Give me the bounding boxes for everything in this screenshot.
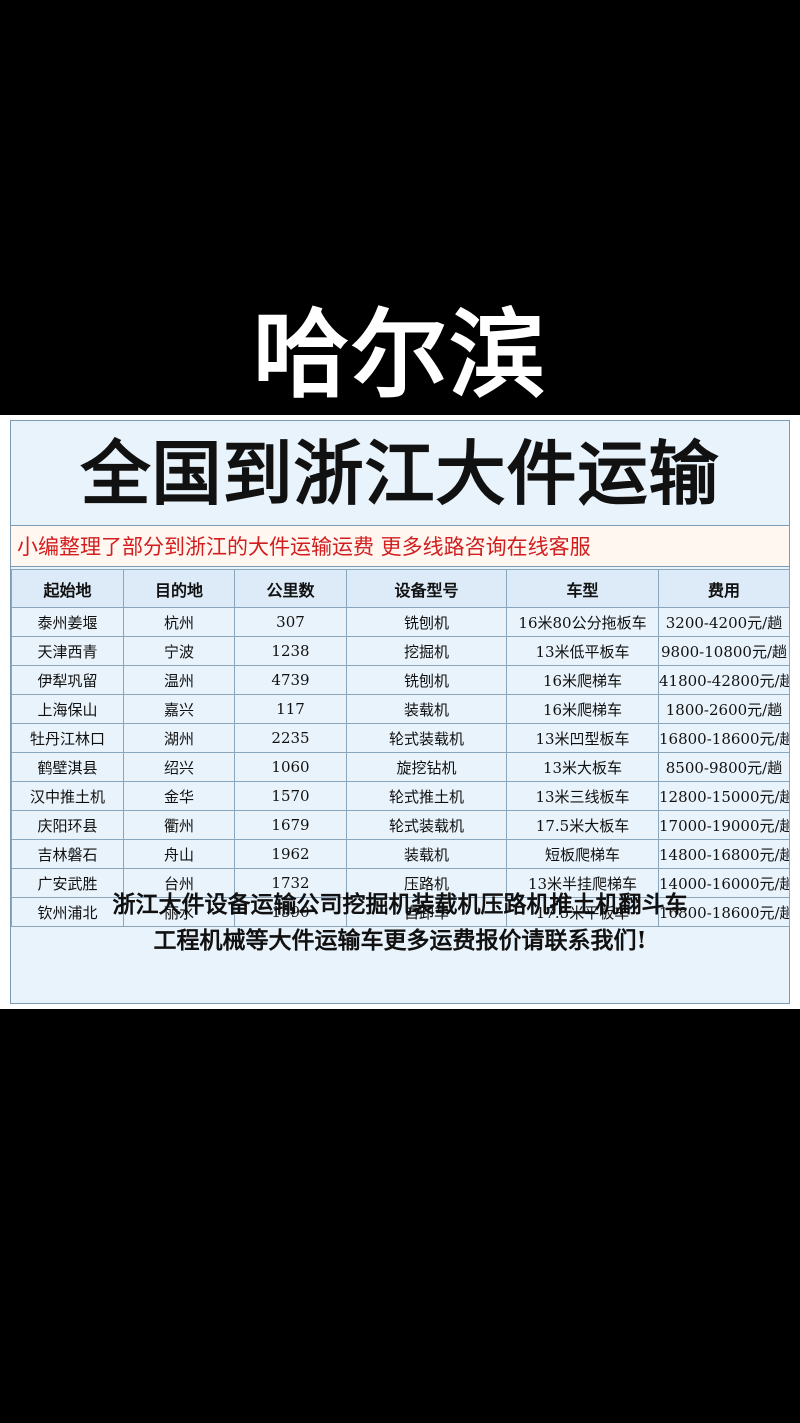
- table-cell: 4739: [234, 665, 347, 695]
- subtitle: 小编整理了部分到浙江的大件运输运费 更多线路咨询在线客服: [11, 525, 789, 567]
- table-cell: 旋挖钻机: [346, 752, 507, 782]
- inner-panel: 全国到浙江大件运输 小编整理了部分到浙江的大件运输运费 更多线路咨询在线客服 起…: [10, 420, 790, 1004]
- column-header: 目的地: [123, 569, 235, 608]
- table-cell: 温州: [123, 665, 235, 695]
- table-cell: 16800-18600元/趟: [658, 897, 790, 927]
- column-header: 公里数: [234, 569, 347, 608]
- table-cell: 挖掘机: [346, 636, 507, 666]
- table-cell: 1060: [234, 752, 347, 782]
- table-cell: 13米低平板车: [506, 636, 659, 666]
- table-cell: 广安武胜: [11, 868, 124, 898]
- table-cell: 1962: [234, 839, 347, 869]
- table-cell: 泰州姜堰: [11, 607, 124, 637]
- table-row: 泰州姜堰 杭州 307 铣刨机 16米80公分拖板车 3200-4200元/趟: [11, 607, 790, 637]
- table-cell: 伊犁巩留: [11, 665, 124, 695]
- table-cell: 装载机: [346, 839, 507, 869]
- table-cell: 17.5米平板车: [506, 897, 659, 927]
- table-cell: 铣刨机: [346, 665, 507, 695]
- table-cell: 鹤壁淇县: [11, 752, 124, 782]
- footer-line: 浙江大件设备运输公司挖掘机装载机压路机推土机翻斗车: [112, 891, 688, 918]
- table-cell: 1238: [234, 636, 347, 666]
- table-row: 牡丹江林口 湖州 2235 轮式装载机 13米凹型板车 16800-18600元/趟: [11, 723, 790, 753]
- table-cell: 衢州: [123, 810, 235, 840]
- table-cell: 轮式推土机: [346, 781, 507, 811]
- overlay-title: 哈尔滨: [251, 298, 547, 412]
- table-cell: 1590: [234, 897, 347, 927]
- panel: 全国到浙江大件运输 小编整理了部分到浙江的大件运输运费 更多线路咨询在线客服 起…: [0, 415, 800, 1009]
- table-cell: 16米爬梯车: [506, 694, 659, 724]
- table-cell: 杭州: [123, 607, 235, 637]
- table-cell: 12800-15000元/趟: [658, 781, 790, 811]
- table-cell: 13米凹型板车: [506, 723, 659, 753]
- table-cell: 湖州: [123, 723, 235, 753]
- table-cell: 汉中推土机: [11, 781, 124, 811]
- table-cell: 嘉兴: [123, 694, 235, 724]
- table-cell: 16米80公分拖板车: [506, 607, 659, 637]
- column-header: 车型: [506, 569, 659, 608]
- footer: 浙江大件设备运输公司挖掘机装载机压路机推土机翻斗车 工程机械等大件运输车更多运费报…: [11, 887, 789, 959]
- table-cell: 铣刨机: [346, 607, 507, 637]
- table-cell: 13米三线板车: [506, 781, 659, 811]
- table-row: 钦州浦北 丽水 1590 自卸车 17.5米平板车 16800-18600元/趟: [11, 897, 790, 927]
- table-row: 伊犁巩留 温州 4739 铣刨机 16米爬梯车 41800-42800元/趟: [11, 665, 790, 695]
- table-cell: 短板爬梯车: [506, 839, 659, 869]
- column-header: 起始地: [11, 569, 124, 608]
- table-cell: 41800-42800元/趟: [658, 665, 790, 695]
- table-cell: 压路机: [346, 868, 507, 898]
- table-cell: 宁波: [123, 636, 235, 666]
- table-cell: 台州: [123, 868, 235, 898]
- table-cell: 3200-4200元/趟: [658, 607, 790, 637]
- footer-line: 工程机械等大件运输车更多运费报价请联系我们!: [153, 927, 647, 954]
- table-cell: 金华: [123, 781, 235, 811]
- table-cell: 舟山: [123, 839, 235, 869]
- table-cell: 9800-10800元/趟: [658, 636, 790, 666]
- title: 全国到浙江大件运输: [80, 433, 720, 515]
- table-row: 吉林磐石 舟山 1962 装载机 短板爬梯车 14800-16800元/趟: [11, 839, 790, 869]
- table-cell: 丽水: [123, 897, 235, 927]
- table-cell: 装载机: [346, 694, 507, 724]
- table-cell: 1570: [234, 781, 347, 811]
- table-row: 汉中推土机 金华 1570 轮式推土机 13米三线板车 12800-15000元/趟: [11, 781, 790, 811]
- table-cell: 牡丹江林口: [11, 723, 124, 753]
- table-cell: 17.5米大板车: [506, 810, 659, 840]
- table-cell: 307: [234, 607, 347, 637]
- table-cell: 1800-2600元/趟: [658, 694, 790, 724]
- column-header: 设备型号: [346, 569, 507, 608]
- table-row: 天津西青 宁波 1238 挖掘机 13米低平板车 9800-10800元/趟: [11, 636, 790, 666]
- table-cell: 上海保山: [11, 694, 124, 724]
- table-cell: 8500-9800元/趟: [658, 752, 790, 782]
- table-cell: 绍兴: [123, 752, 235, 782]
- table-row: 上海保山 嘉兴 117 装载机 16米爬梯车 1800-2600元/趟: [11, 694, 790, 724]
- table-row: 鹤壁淇县 绍兴 1060 旋挖钻机 13米大板车 8500-9800元/趟: [11, 752, 790, 782]
- table-row: 庆阳环县 衢州 1679 轮式装载机 17.5米大板车 17000-19000元/趟: [11, 810, 790, 840]
- table-cell: 14800-16800元/趟: [658, 839, 790, 869]
- column-header: 费用: [658, 569, 790, 608]
- table-cell: 17000-19000元/趟: [658, 810, 790, 840]
- table-cell: 117: [234, 694, 347, 724]
- table-cell: 13米大板车: [506, 752, 659, 782]
- table-cell: 14000-16000元/趟: [658, 868, 790, 898]
- table-cell: 16800-18600元/趟: [658, 723, 790, 753]
- price-table: 起始地 目的地 公里数 设备型号 车型 费用 泰州姜堰 杭州 307 铣刨机 16米80公分拖板车…: [11, 569, 790, 927]
- table-cell: 1679: [234, 810, 347, 840]
- table-cell: 吉林磐石: [11, 839, 124, 869]
- table-cell: 轮式装载机: [346, 723, 507, 753]
- header-row: 起始地 目的地 公里数 设备型号 车型 费用: [11, 569, 790, 608]
- table-cell: 自卸车: [346, 897, 507, 927]
- table-cell: 天津西青: [11, 636, 124, 666]
- table-cell: 轮式装载机: [346, 810, 507, 840]
- table-cell: 16米爬梯车: [506, 665, 659, 695]
- table-row: 广安武胜 台州 1732 压路机 13米半挂爬梯车 14000-16000元/趟: [11, 868, 790, 898]
- table-cell: 钦州浦北: [11, 897, 124, 927]
- table-cell: 2235: [234, 723, 347, 753]
- table-cell: 庆阳环县: [11, 810, 124, 840]
- table-body: 泰州姜堰 杭州 307 铣刨机 16米80公分拖板车 3200-4200元/趟 天津西青 宁波…: [11, 607, 790, 927]
